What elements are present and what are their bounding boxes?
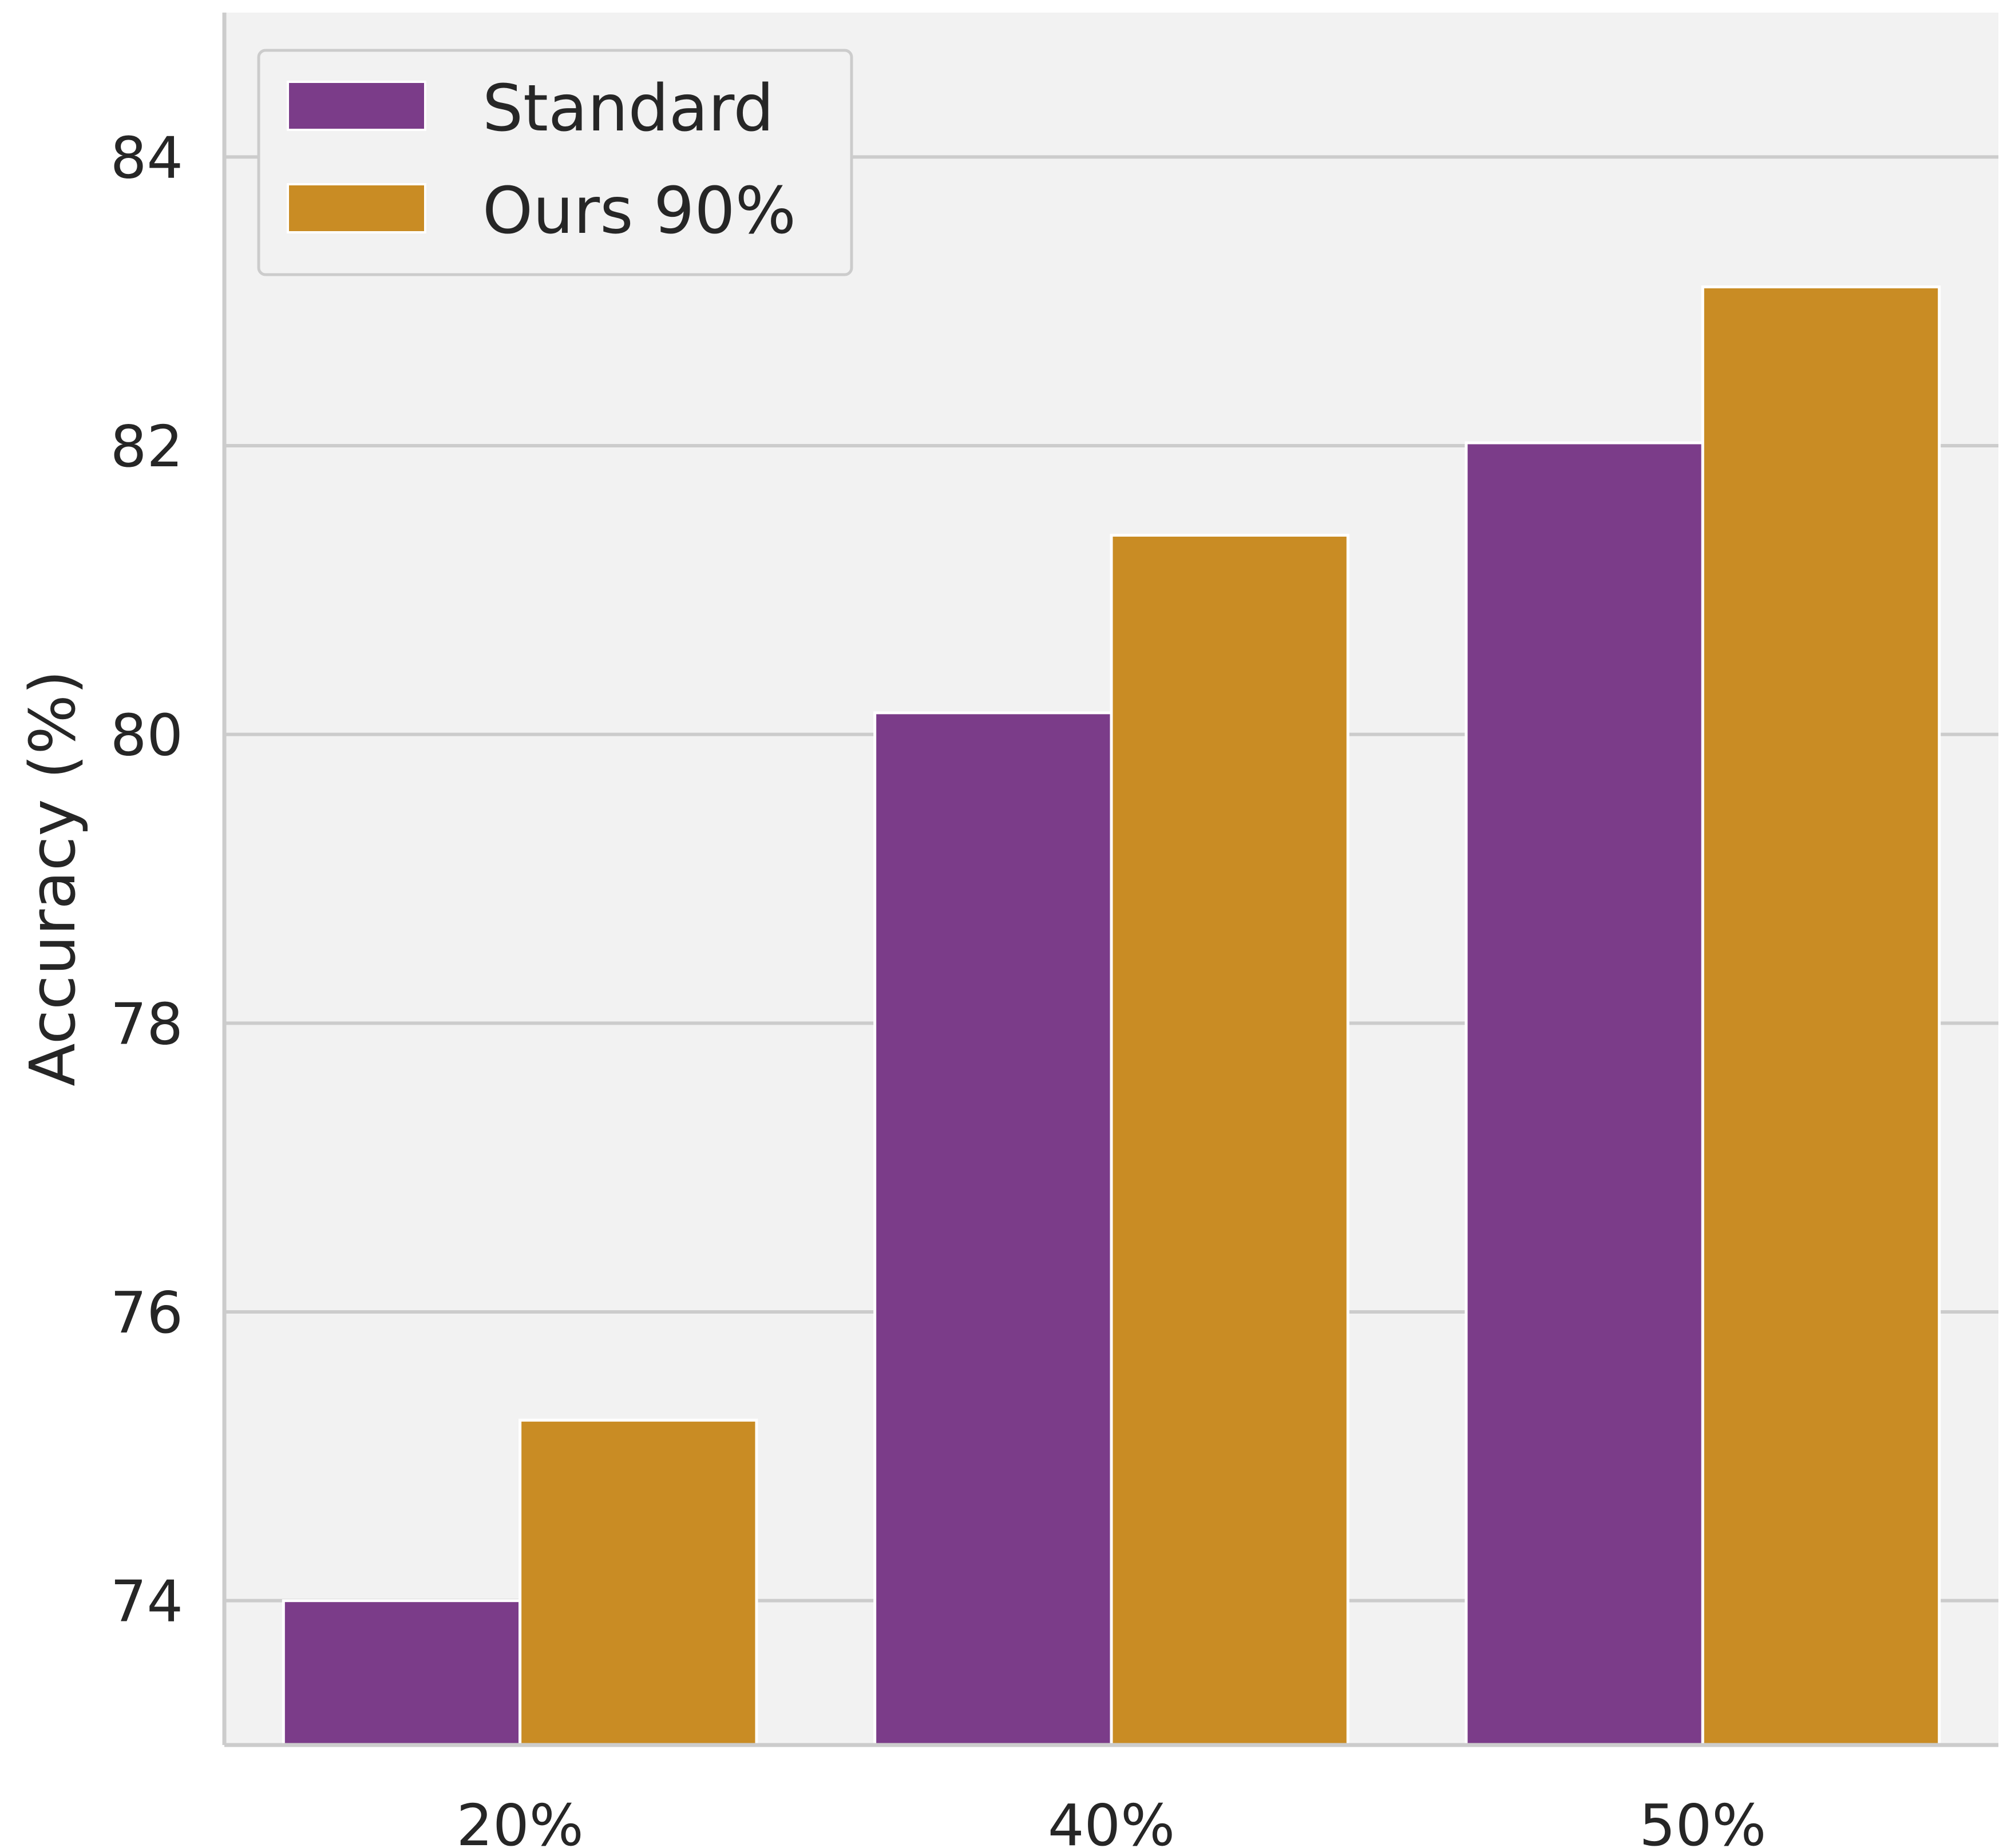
bar-ours-90-20 <box>518 1418 758 1747</box>
legend-label-ours-90: Ours 90% <box>482 174 796 248</box>
legend: Standard Ours 90% <box>257 49 853 276</box>
y-tick-labels: 74 76 78 80 82 84 <box>110 124 183 1635</box>
y-tick-label: 76 <box>110 1279 183 1346</box>
y-tick-label: 84 <box>110 124 183 191</box>
bar-standard-40 <box>873 711 1113 1747</box>
y-tick-label: 78 <box>110 990 183 1057</box>
y-tick-label: 82 <box>110 413 183 480</box>
bar-standard-20 <box>282 1599 522 1747</box>
legend-label-standard: Standard <box>482 72 774 146</box>
bar-ours-90-50 <box>1701 285 1941 1747</box>
y-axis-label: Accuracy (%) <box>16 670 89 1086</box>
bars <box>282 285 1941 1747</box>
y-tick-label: 74 <box>110 1568 183 1635</box>
legend-swatch-standard <box>287 81 426 131</box>
y-tick-label: 80 <box>110 702 183 769</box>
legend-swatch-ours-90 <box>287 183 426 233</box>
bar-ours-90-40 <box>1110 533 1349 1747</box>
x-tick-label-50: 50% <box>1639 1792 1766 1848</box>
bar-standard-50 <box>1464 441 1704 1747</box>
x-tick-label-20: 20% <box>457 1792 584 1848</box>
x-tick-labels: 20% 40% 50% <box>457 1792 1767 1848</box>
x-tick-label-40: 40% <box>1048 1792 1175 1848</box>
